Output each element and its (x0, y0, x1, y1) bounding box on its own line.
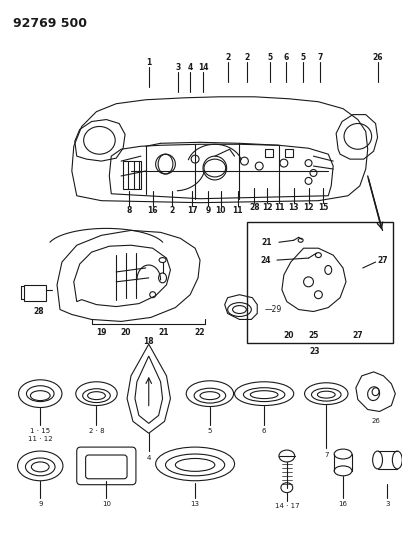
Text: 3: 3 (385, 500, 390, 506)
Text: 2 · 8: 2 · 8 (89, 428, 104, 434)
Text: 22: 22 (195, 328, 205, 337)
Text: 27: 27 (352, 331, 363, 340)
Text: 13: 13 (191, 500, 200, 506)
Text: 24: 24 (261, 255, 271, 264)
Text: 1 · 15: 1 · 15 (30, 428, 50, 434)
Text: 20: 20 (121, 328, 131, 337)
Text: 25: 25 (308, 331, 319, 340)
Text: 7: 7 (318, 53, 323, 62)
Text: 23: 23 (309, 346, 320, 356)
Text: 1: 1 (146, 58, 151, 67)
Text: 27: 27 (377, 255, 388, 264)
Text: —29: —29 (264, 305, 281, 314)
Text: 6: 6 (283, 53, 288, 62)
Text: 4: 4 (147, 455, 151, 461)
Bar (265, 149, 273, 157)
Bar (123, 161, 141, 189)
Bar (285, 149, 293, 157)
Text: 2: 2 (225, 53, 230, 62)
Text: 5: 5 (300, 53, 305, 62)
Text: 20: 20 (284, 331, 294, 340)
Text: 16: 16 (339, 500, 347, 506)
Text: 21: 21 (262, 238, 272, 247)
Text: 26: 26 (372, 53, 383, 62)
Text: 7: 7 (324, 452, 328, 458)
Text: 26: 26 (371, 418, 380, 424)
Text: 2: 2 (245, 53, 250, 62)
Text: 14 · 17: 14 · 17 (275, 504, 299, 510)
Text: 19: 19 (96, 328, 107, 337)
Text: 28: 28 (33, 307, 44, 316)
Text: 14: 14 (198, 62, 208, 71)
Text: 3: 3 (176, 62, 181, 71)
Text: 21: 21 (158, 328, 169, 337)
Text: 2: 2 (170, 206, 175, 215)
Text: 11: 11 (274, 203, 284, 212)
Text: 18: 18 (143, 337, 154, 346)
Text: 10: 10 (102, 500, 111, 506)
Bar (24, 285, 46, 301)
Text: 9: 9 (38, 500, 43, 506)
Text: 6: 6 (262, 428, 266, 434)
Text: 11: 11 (232, 206, 243, 215)
Text: 13: 13 (288, 203, 299, 212)
Text: 28: 28 (249, 203, 260, 212)
Text: 15: 15 (318, 203, 328, 212)
Text: 9: 9 (205, 206, 211, 215)
Text: 10: 10 (215, 206, 226, 215)
Text: 8: 8 (126, 206, 132, 215)
Text: 16: 16 (147, 206, 158, 215)
Bar (247, 222, 393, 343)
Text: 4: 4 (188, 62, 193, 71)
Text: 11 · 12: 11 · 12 (28, 436, 53, 442)
Text: 17: 17 (187, 206, 198, 215)
Text: 5: 5 (267, 53, 273, 62)
Text: 92769 500: 92769 500 (13, 17, 87, 30)
Text: 5: 5 (208, 428, 212, 434)
Text: 12: 12 (262, 203, 272, 212)
Text: 12: 12 (303, 203, 314, 212)
